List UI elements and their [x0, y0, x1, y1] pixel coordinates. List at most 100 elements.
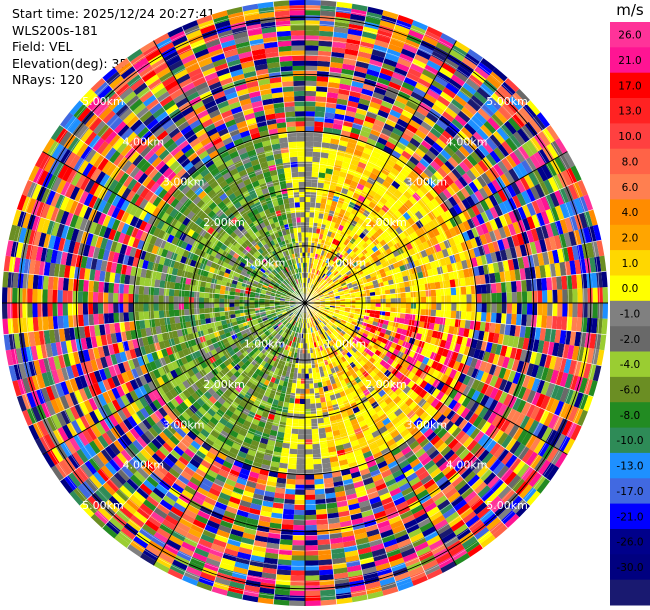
velocity-gate [519, 268, 526, 281]
velocity-gate [411, 151, 423, 162]
velocity-gate [489, 375, 499, 388]
velocity-gate [300, 378, 305, 384]
velocity-gate [293, 514, 305, 521]
velocity-gate [536, 212, 546, 227]
velocity-gate [343, 239, 350, 246]
velocity-gate [602, 287, 609, 303]
velocity-gate [325, 285, 331, 290]
velocity-gate [361, 125, 372, 134]
velocity-gate [521, 401, 532, 416]
velocity-gate [344, 260, 350, 266]
velocity-gate [363, 198, 371, 206]
velocity-gate [338, 288, 344, 293]
velocity-gate [305, 454, 314, 460]
velocity-gate [434, 316, 441, 325]
velocity-gate [458, 344, 466, 355]
velocity-gate [311, 232, 317, 239]
velocity-gate [411, 20, 429, 31]
velocity-gate [381, 323, 388, 330]
velocity-gate [316, 519, 329, 525]
velocity-gate [318, 213, 324, 219]
velocity-gate [508, 168, 520, 182]
velocity-gate [526, 314, 532, 327]
velocity-gate [327, 253, 333, 260]
velocity-gate [324, 296, 330, 299]
velocity-gate [376, 159, 386, 168]
velocity-gate [330, 274, 335, 280]
velocity-gate [398, 215, 407, 224]
velocity-gate [291, 555, 305, 561]
velocity-gate [375, 306, 381, 311]
velocity-gate [397, 14, 414, 25]
velocity-gate [351, 280, 357, 285]
velocity-gate [352, 175, 361, 184]
velocity-gate [348, 325, 355, 331]
velocity-gate [315, 281, 319, 287]
velocity-gate [312, 292, 317, 297]
velocity-gate [478, 187, 489, 200]
velocity-gate [427, 254, 435, 263]
velocity-gate [399, 313, 406, 319]
velocity-gate [466, 207, 476, 219]
velocity-gate [462, 374, 472, 386]
velocity-gate [522, 337, 530, 351]
velocity-gate [431, 208, 441, 218]
velocity-gate [493, 191, 503, 205]
velocity-gate [427, 211, 437, 221]
velocity-gate [372, 238, 380, 246]
velocity-gate [483, 120, 497, 134]
velocity-gate [359, 273, 365, 279]
velocity-gate [516, 193, 527, 207]
velocity-gate [305, 136, 314, 142]
velocity-gate [455, 310, 462, 320]
velocity-gate [332, 277, 338, 283]
velocity-gate [316, 71, 330, 77]
velocity-gate [537, 252, 545, 266]
velocity-gate [511, 234, 520, 247]
velocity-gate [431, 360, 439, 370]
velocity-gate [311, 273, 315, 279]
velocity-gate [490, 282, 497, 294]
velocity-gate [369, 288, 375, 293]
velocity-gate [419, 315, 426, 322]
velocity-gate [475, 312, 482, 322]
velocity-gate [437, 346, 445, 356]
velocity-gate [394, 266, 402, 274]
velocity-gate [357, 195, 366, 203]
velocity-gate [396, 118, 409, 129]
velocity-gate [473, 91, 488, 105]
velocity-gate [441, 303, 447, 311]
velocity-gate [448, 237, 456, 247]
velocity-gate [475, 339, 483, 351]
velocity-gate [393, 145, 404, 155]
velocity-gate [405, 308, 411, 315]
velocity-gate [408, 119, 421, 130]
velocity-gate [417, 271, 424, 279]
velocity-gate [431, 330, 439, 339]
velocity-gate [563, 232, 572, 248]
velocity-gate [540, 196, 551, 211]
velocity-gate [519, 176, 530, 191]
velocity-gate [489, 322, 496, 333]
velocity-gate [297, 434, 305, 440]
velocity-gate [293, 509, 305, 516]
velocity-gate [441, 248, 450, 258]
velocity-gate [349, 231, 356, 238]
velocity-gate [569, 199, 579, 216]
velocity-gate [475, 255, 483, 267]
velocity-gate [311, 182, 318, 188]
velocity-gate [387, 171, 397, 181]
velocity-gate [413, 201, 423, 211]
velocity-gate [379, 196, 388, 205]
velocity-gate [348, 275, 355, 281]
velocity-gate [310, 197, 317, 203]
velocity-gate [554, 262, 562, 277]
velocity-gate [475, 284, 482, 294]
velocity-gate [318, 293, 324, 297]
velocity-gate [342, 215, 349, 222]
velocity-gate [401, 132, 413, 143]
velocity-gate [446, 263, 454, 273]
velocity-gate [373, 317, 380, 323]
velocity-gate [453, 134, 466, 146]
velocity-gate [405, 100, 419, 111]
